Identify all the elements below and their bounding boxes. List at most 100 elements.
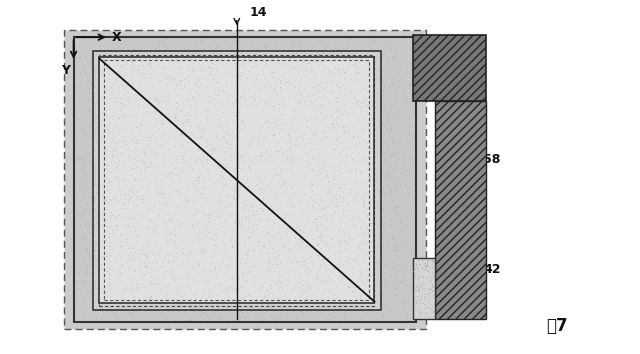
Point <box>312 252 322 258</box>
Point <box>246 205 257 210</box>
Point <box>143 205 154 211</box>
Point <box>258 124 268 130</box>
Point <box>349 61 360 66</box>
Point <box>281 63 291 69</box>
Point <box>312 226 322 232</box>
Point <box>373 243 383 249</box>
Point <box>244 214 254 220</box>
Point <box>261 42 271 48</box>
Point <box>153 143 163 148</box>
Point <box>278 242 289 248</box>
Point <box>118 159 128 164</box>
Point <box>111 78 122 83</box>
Point <box>179 83 189 88</box>
Point <box>191 235 201 241</box>
Point <box>336 165 346 171</box>
Point <box>306 161 316 167</box>
Point <box>208 147 218 153</box>
Point <box>324 99 334 105</box>
Point <box>99 55 109 61</box>
Point <box>412 262 422 267</box>
Point <box>296 272 306 278</box>
Point <box>358 205 369 210</box>
Point <box>387 206 397 212</box>
Point <box>289 157 300 162</box>
Point <box>209 61 219 67</box>
Point <box>225 141 236 147</box>
Point <box>269 85 279 91</box>
Point <box>176 108 186 114</box>
Point <box>289 128 299 133</box>
Point <box>218 256 228 262</box>
Point <box>334 70 344 76</box>
Point <box>316 68 326 74</box>
Point <box>105 272 115 277</box>
Point <box>322 216 332 222</box>
Point <box>83 123 93 129</box>
Point <box>130 133 140 139</box>
Point <box>253 141 263 147</box>
Point <box>354 150 364 155</box>
Point <box>266 267 276 273</box>
Point <box>131 109 141 115</box>
Point <box>419 260 429 266</box>
Point <box>290 84 300 90</box>
Point <box>294 228 304 233</box>
Point <box>207 60 217 65</box>
Point <box>158 218 168 224</box>
Point <box>276 103 287 109</box>
Point <box>290 106 300 112</box>
Point <box>264 62 274 68</box>
Point <box>330 202 340 208</box>
Point <box>154 40 164 46</box>
Point <box>399 270 409 275</box>
Point <box>319 223 330 229</box>
Point <box>308 219 319 225</box>
Point <box>74 184 84 189</box>
Point <box>173 302 184 308</box>
Point <box>231 156 241 162</box>
Point <box>250 98 260 103</box>
Point <box>231 187 241 193</box>
Point <box>248 72 259 78</box>
Point <box>305 283 316 289</box>
Point <box>115 67 125 73</box>
Point <box>390 184 400 189</box>
Point <box>376 313 386 319</box>
Point <box>364 216 374 222</box>
Point <box>138 307 148 313</box>
Point <box>170 165 180 171</box>
Point <box>409 306 419 311</box>
Point <box>179 76 189 81</box>
Point <box>391 146 401 152</box>
Point <box>115 301 125 307</box>
Point <box>237 62 247 68</box>
Point <box>148 165 159 170</box>
Point <box>339 194 349 200</box>
Point <box>340 179 350 185</box>
Point <box>255 311 265 317</box>
Point <box>266 204 276 209</box>
Point <box>121 205 131 210</box>
Point <box>90 195 100 200</box>
Point <box>325 75 335 80</box>
Point <box>330 39 340 45</box>
Point <box>150 175 161 181</box>
Point <box>402 138 412 144</box>
Point <box>291 63 301 69</box>
Point <box>360 85 370 91</box>
Point <box>118 126 129 132</box>
Point <box>268 245 278 250</box>
Point <box>354 208 364 214</box>
Point <box>289 270 299 276</box>
Point <box>200 228 211 234</box>
Point <box>263 258 273 264</box>
Point <box>247 161 257 166</box>
Point <box>269 87 279 93</box>
Point <box>252 211 262 217</box>
Point <box>207 309 218 314</box>
Point <box>303 93 313 99</box>
Point <box>312 192 322 198</box>
Point <box>216 50 226 56</box>
Point <box>420 263 430 269</box>
